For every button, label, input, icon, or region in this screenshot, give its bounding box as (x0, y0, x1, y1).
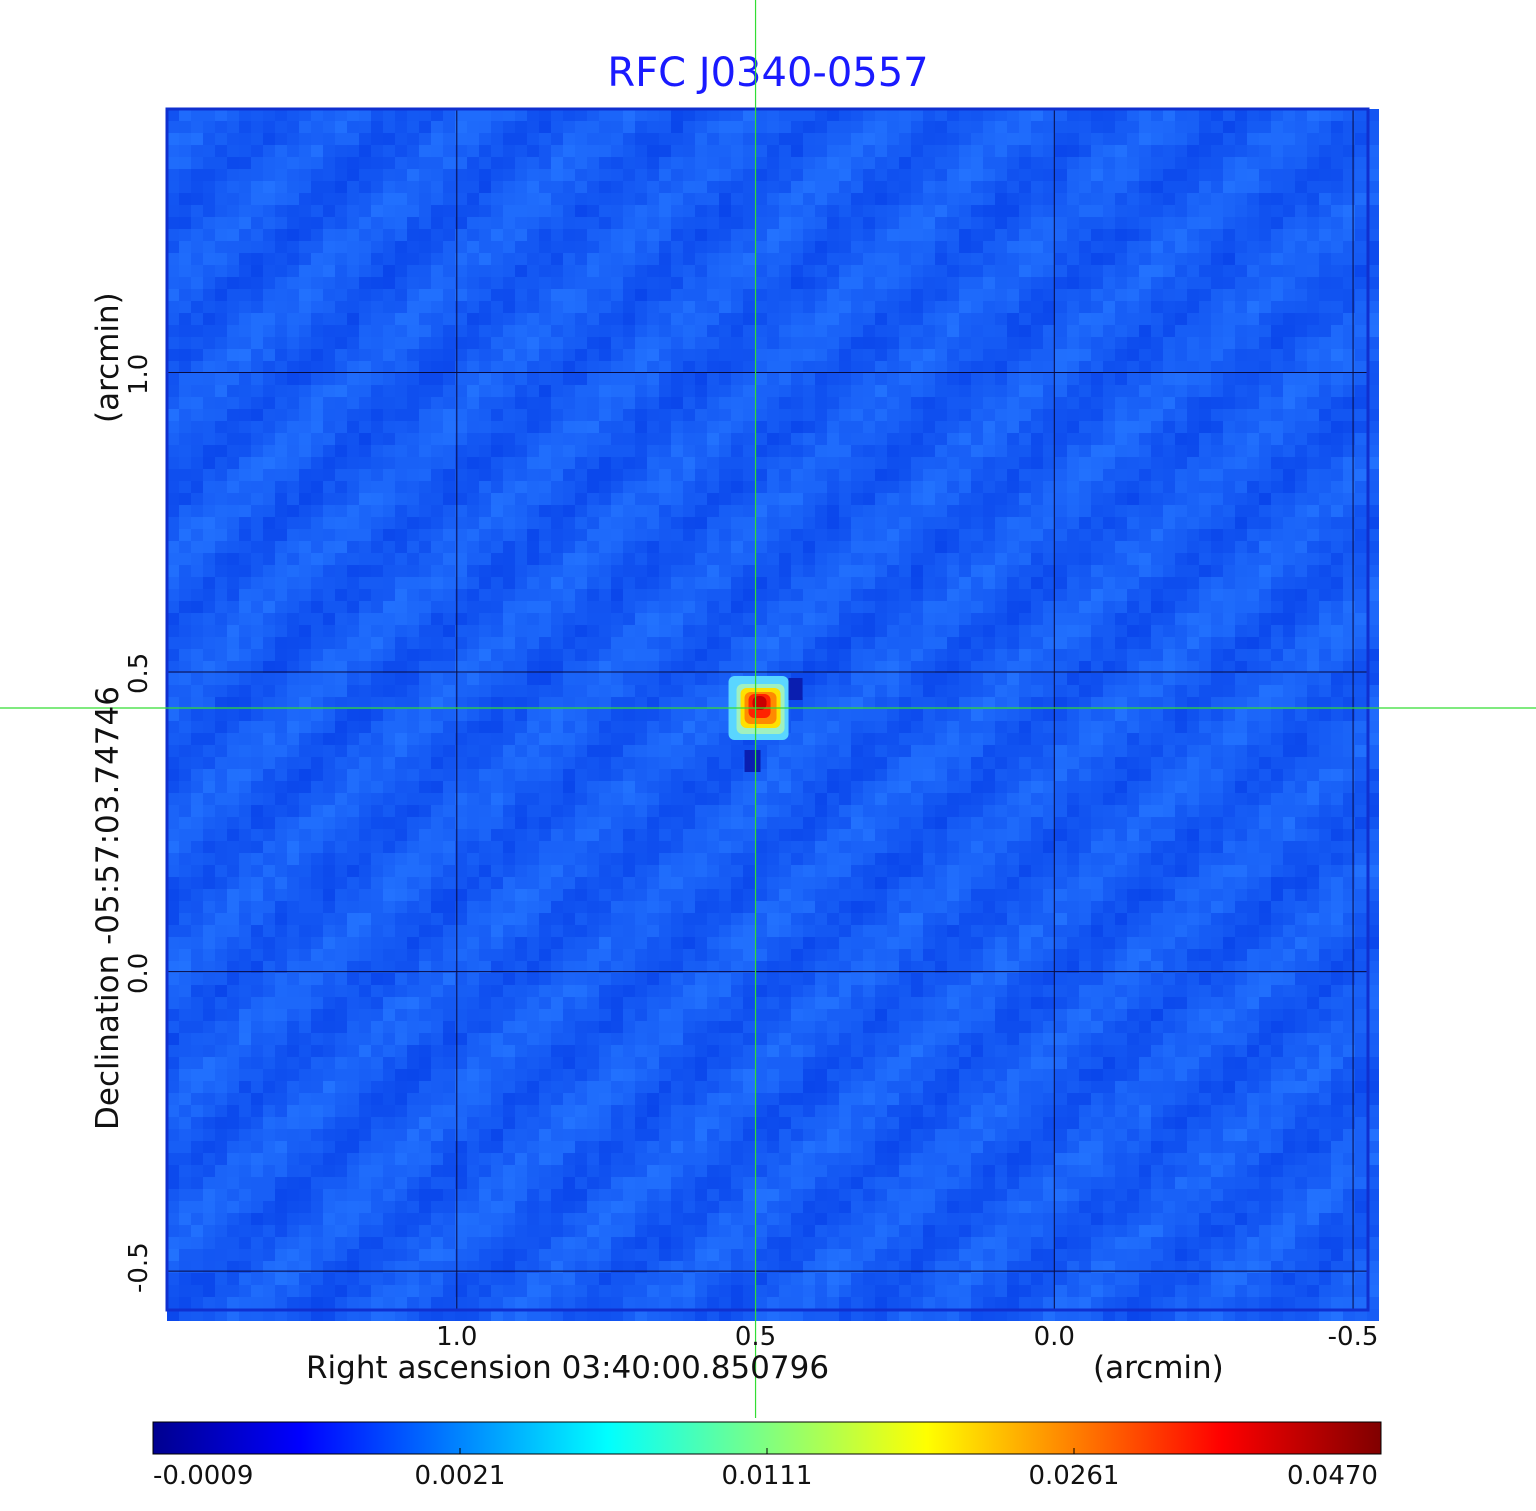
plot-frame (165, 107, 1370, 1312)
x-tick-label: 0.0 (1033, 1322, 1075, 1352)
y-tick-label: 0.0 (124, 952, 154, 994)
x-tick-label: -0.5 (1327, 1322, 1379, 1352)
crosshair (0, 0, 1536, 1418)
colorbar-tick-label: 0.0021 (414, 1461, 506, 1491)
y-axis-unit: (arcmin) (90, 292, 126, 423)
colorbar-tick-label: 0.0111 (721, 1461, 813, 1491)
colorbar-tick-label: 0.0470 (1287, 1461, 1378, 1491)
y-tick-label: 0.5 (124, 652, 154, 695)
negative-lobe (744, 750, 761, 773)
x-axis-label: Right ascension 03:40:00.850796 (306, 1350, 830, 1386)
x-tick-label: 0.5 (734, 1322, 777, 1352)
y-tick-label: 1.0 (124, 353, 154, 395)
y-axis-label: Declination -05:57:03.74746 (90, 686, 126, 1130)
colorbar (152, 1421, 1382, 1455)
x-axis-unit: (arcmin) (1093, 1350, 1224, 1386)
x-tick-label: 1.0 (436, 1322, 478, 1352)
negative-lobe (788, 678, 803, 701)
y-tick-label: -0.5 (124, 1242, 154, 1294)
colorbar-tick-label: 0.0261 (1028, 1461, 1120, 1491)
chart-title: RFC J0340-0557 (607, 50, 929, 96)
colorbar-tick-label: -0.0009 (153, 1461, 254, 1491)
noise-texture (167, 109, 1379, 1321)
